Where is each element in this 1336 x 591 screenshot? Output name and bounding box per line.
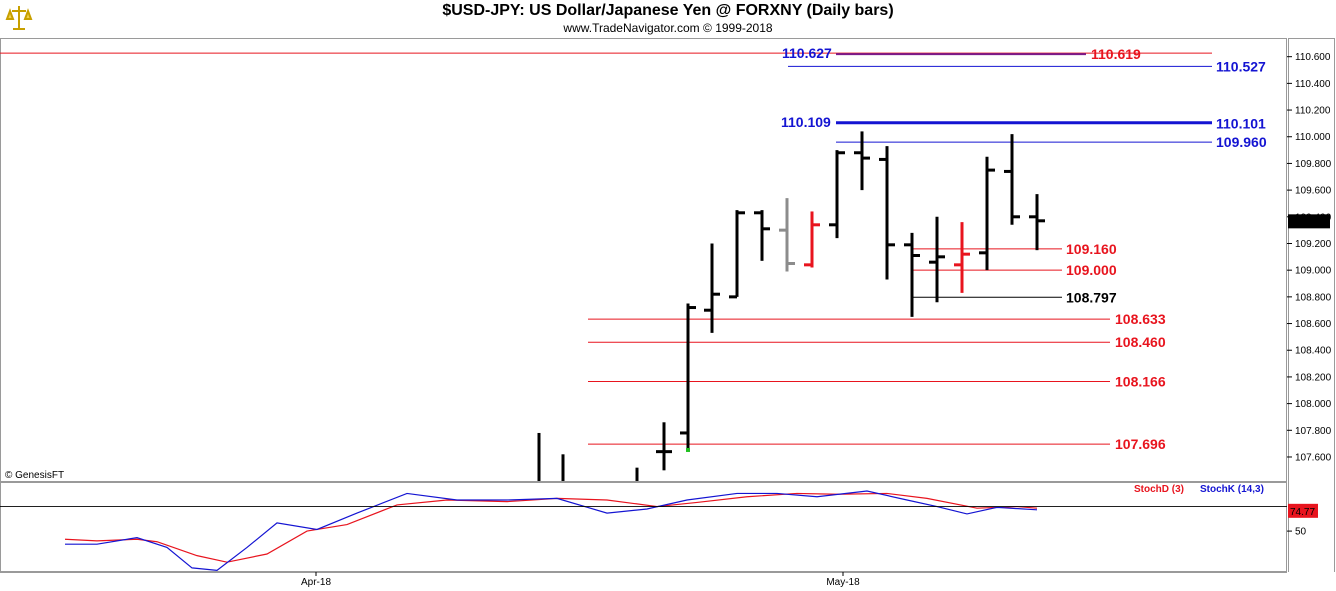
level-label: 110.627 xyxy=(782,45,832,61)
level-label: 110.101 xyxy=(1216,115,1266,131)
last-price-label: 109.366 xyxy=(1290,217,1327,228)
level-label: 108.797 xyxy=(1066,289,1117,305)
price-tick-label: 110.600 xyxy=(1295,52,1331,63)
stoch-series-line xyxy=(64,492,1038,563)
price-tick-label: 107.800 xyxy=(1295,426,1332,437)
price-panel xyxy=(0,38,1287,482)
level-label: 110.619 xyxy=(1091,46,1141,62)
level-label: 109.960 xyxy=(1216,134,1267,150)
level-label: 110.109 xyxy=(781,114,831,130)
level-label: 108.633 xyxy=(1115,311,1166,327)
level-label: 109.160 xyxy=(1066,241,1117,257)
price-tick-label: 110.400 xyxy=(1295,79,1331,90)
price-tick-label: 109.000 xyxy=(1295,266,1332,277)
price-tick-label: 109.600 xyxy=(1295,186,1332,197)
price-axis-area xyxy=(1287,38,1336,591)
date-tick-label: Apr-18 xyxy=(301,577,331,588)
chart-subtitle: www.TradeNavigator.com © 1999-2018 xyxy=(563,21,773,35)
stoch-last-label: 74.77 xyxy=(1290,507,1315,518)
stoch-tick-label: 50 xyxy=(1295,527,1307,538)
price-tick-label: 109.200 xyxy=(1295,239,1332,250)
last-price-badge xyxy=(1288,214,1330,229)
date-axis-area xyxy=(0,572,1336,591)
indicator-panel xyxy=(0,482,1287,572)
price-tick-label: 108.800 xyxy=(1295,292,1332,303)
signal-marker xyxy=(686,447,690,452)
genesis-logo-icon xyxy=(5,6,33,30)
stoch-series-line xyxy=(65,490,1038,571)
price-tick-label: 109.800 xyxy=(1295,159,1332,170)
price-tick-label: 108.400 xyxy=(1295,346,1332,357)
date-tick-label: May-18 xyxy=(826,577,860,588)
legend-stochd: StochD (3) xyxy=(1134,484,1184,495)
price-tick-label: 107.600 xyxy=(1295,452,1332,463)
price-tick-label: 108.200 xyxy=(1295,372,1332,383)
level-label: 110.527 xyxy=(1216,58,1266,74)
stoch-last-badge xyxy=(1288,503,1318,518)
level-label: 107.696 xyxy=(1115,436,1166,452)
copyright-text: © GenesisFT xyxy=(5,470,64,481)
chart-title: $USD-JPY: US Dollar/Japanese Yen @ FORXN… xyxy=(442,2,894,19)
price-tick-label: 110.000 xyxy=(1295,132,1331,143)
level-label: 108.460 xyxy=(1115,334,1166,350)
chart-header: $USD-JPY: US Dollar/Japanese Yen @ FORXN… xyxy=(0,0,1336,38)
price-tick-label: 108.600 xyxy=(1295,319,1332,330)
price-tick-label: 108.000 xyxy=(1295,399,1332,410)
legend-stochk: StochK (14,3) xyxy=(1200,484,1264,495)
level-label: 108.166 xyxy=(1115,373,1166,389)
price-tick-label: 110.200 xyxy=(1295,106,1331,117)
level-label: 109.000 xyxy=(1066,262,1117,278)
